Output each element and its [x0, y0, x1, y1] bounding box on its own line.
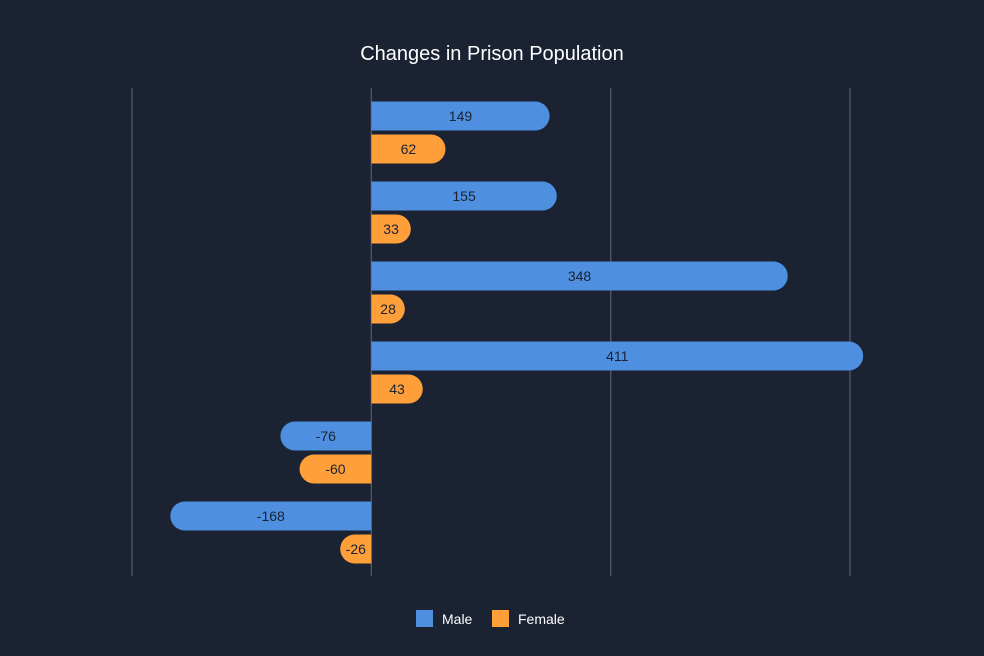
legend-label-male: Male — [442, 611, 473, 627]
chart-title: Changes in Prison Population — [360, 43, 624, 65]
bar-value-label: 155 — [452, 188, 476, 204]
legend-label-female: Female — [518, 611, 565, 627]
legend-swatch-female — [492, 610, 509, 627]
bar-female — [340, 534, 372, 564]
bar-value-label: 62 — [401, 141, 417, 157]
bar-value-label: 411 — [606, 348, 629, 364]
bar-female — [371, 214, 411, 244]
bar-value-label: 33 — [383, 221, 399, 237]
legend-swatch-male — [416, 610, 433, 627]
bar-value-label: -168 — [257, 508, 285, 524]
bar-value-label: 348 — [568, 268, 592, 284]
bar-value-label: 28 — [380, 301, 396, 317]
bar-female — [299, 454, 372, 484]
bars: 149 62 155 33 348 28 411 43 -76 -60 -168 -26 — [170, 101, 864, 564]
bar-value-label: 43 — [389, 381, 405, 397]
bar-male — [371, 181, 557, 211]
bar-male — [371, 341, 864, 371]
bar-value-label: -76 — [316, 428, 336, 444]
legend: Male Female — [416, 610, 565, 627]
bar-value-label: -60 — [325, 461, 345, 477]
bar-value-label: -26 — [346, 541, 366, 557]
bar-male — [170, 501, 372, 531]
bar-male — [371, 261, 788, 291]
bar-male — [371, 101, 550, 131]
bar-female — [371, 134, 446, 164]
bar-female — [371, 294, 405, 324]
bar-male — [280, 421, 372, 451]
bar-value-label: 149 — [449, 108, 473, 124]
gridlines — [131, 88, 851, 576]
bar-female — [371, 374, 423, 404]
